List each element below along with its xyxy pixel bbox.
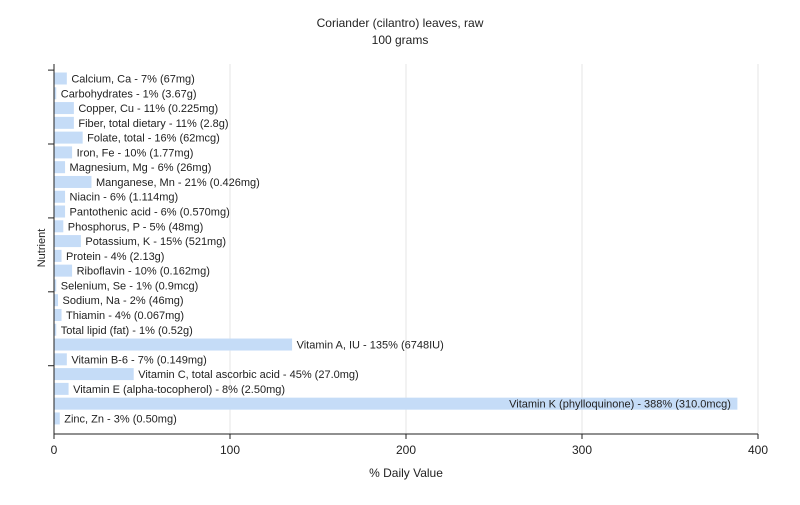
chart-title: Coriander (cilantro) leaves, raw <box>317 16 484 30</box>
bars <box>54 72 738 425</box>
x-tick-label-1: 100 <box>220 443 240 457</box>
bar-9 <box>54 205 66 218</box>
grid-lines <box>229 64 759 434</box>
bar-23 <box>54 412 60 425</box>
bar-label-22: Vitamin K (phylloquinone) - 388% (310.0m… <box>509 399 731 411</box>
bar-label-19: Vitamin B-6 - 7% (0.149mg) <box>71 354 207 366</box>
bar-13 <box>54 264 73 277</box>
bar-label-1: Carbohydrates - 1% (3.67g) <box>61 88 197 100</box>
bar-7 <box>54 175 92 188</box>
bar-22 <box>54 397 738 410</box>
bar-label-13: Riboflavin - 10% (0.162mg) <box>77 266 210 278</box>
chart-subtitle: 100 grams <box>372 33 429 47</box>
bar-label-7: Manganese, Mn - 21% (0.426mg) <box>96 177 260 189</box>
bar-label-6: Magnesium, Mg - 6% (26mg) <box>70 162 212 174</box>
bar-label-0: Calcium, Ca - 7% (67mg) <box>71 74 194 86</box>
bar-label-20: Vitamin C, total ascorbic acid - 45% (27… <box>138 369 359 381</box>
bar-label-8: Niacin - 6% (1.114mg) <box>70 192 179 204</box>
bar-label-18: Vitamin A, IU - 135% (6748IU) <box>297 340 444 352</box>
y-axis-label: Nutrient <box>36 229 48 268</box>
bar-label-10: Phosphorus, P - 5% (48mg) <box>68 221 204 233</box>
x-tick-label-0: 0 <box>51 443 58 457</box>
bar-label-23: Zinc, Zn - 3% (0.50mg) <box>64 413 176 425</box>
bar-label-3: Fiber, total dietary - 11% (2.8g) <box>78 118 228 130</box>
axes: 0 100 200 300 400 <box>48 64 768 457</box>
bar-2 <box>54 102 74 115</box>
bar-label-4: Folate, total - 16% (62mcg) <box>87 133 220 145</box>
bar-4 <box>54 131 83 144</box>
bar-label-14: Selenium, Se - 1% (0.9mcg) <box>61 280 199 292</box>
bar-11 <box>54 235 81 248</box>
bar-12 <box>54 249 62 262</box>
bar-label-15: Sodium, Na - 2% (46mg) <box>63 295 184 307</box>
x-axis-label: % Daily Value <box>369 466 443 480</box>
x-tick-label-4: 400 <box>748 443 768 457</box>
bar-1 <box>54 87 57 100</box>
bar-8 <box>54 190 66 203</box>
bar-label-9: Pantothenic acid - 6% (0.570mg) <box>70 207 230 219</box>
bar-labels: Calcium, Ca - 7% (67mg) Carbohydrates - 1… <box>61 74 731 426</box>
bar-6 <box>54 161 66 174</box>
bar-10 <box>54 220 64 233</box>
bar-17 <box>54 323 57 336</box>
bar-16 <box>54 308 62 321</box>
bar-label-2: Copper, Cu - 11% (0.225mg) <box>78 103 218 115</box>
bar-label-5: Iron, Fe - 10% (1.77mg) <box>77 147 194 159</box>
bar-0 <box>54 72 67 85</box>
bar-19 <box>54 353 67 366</box>
bar-label-17: Total lipid (fat) - 1% (0.52g) <box>61 325 193 337</box>
bar-21 <box>54 382 69 395</box>
x-tick-label-2: 200 <box>396 443 416 457</box>
bar-5 <box>54 146 73 159</box>
bar-label-12: Protein - 4% (2.13g) <box>66 251 164 263</box>
bar-18 <box>54 338 293 351</box>
bar-20 <box>54 368 134 381</box>
x-tick-label-3: 300 <box>572 443 592 457</box>
bar-14 <box>54 279 57 292</box>
bar-label-16: Thiamin - 4% (0.067mg) <box>66 310 184 322</box>
bar-3 <box>54 116 74 129</box>
bar-label-11: Potassium, K - 15% (521mg) <box>85 236 226 248</box>
bar-15 <box>54 294 59 307</box>
bar-label-21: Vitamin E (alpha-tocopherol) - 8% (2.50m… <box>73 384 285 396</box>
